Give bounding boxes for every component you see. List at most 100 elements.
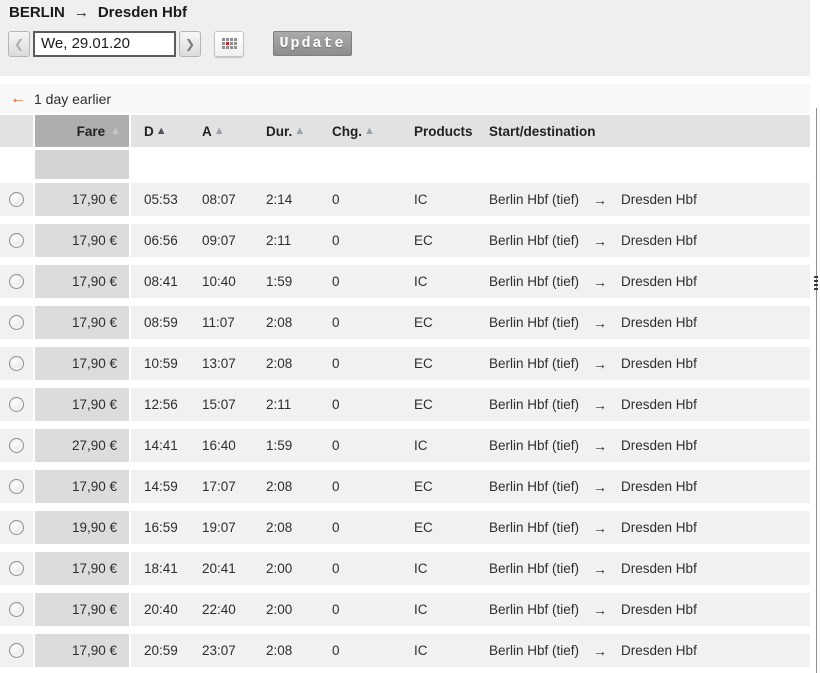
table-row[interactable]: 17,90 € 10:59 13:07 2:08 0 EC Berlin Hbf… [0,347,810,380]
route-cell: Berlin Hbf (tief) → Dresden Hbf [489,356,810,372]
update-button[interactable]: Update [273,31,352,56]
product-label: IC [414,561,428,576]
table-row[interactable]: 17,90 € 14:59 17:07 2:08 0 EC Berlin Hbf… [0,470,810,503]
journey-select-radio[interactable] [9,438,24,453]
journey-select-radio[interactable] [9,315,24,330]
journey-select-radio[interactable] [9,643,24,658]
frame-resize-handle[interactable] [814,276,818,290]
changes-count: 0 [332,479,340,494]
row-main-cells: 20:40 22:40 2:00 0 IC Berlin Hbf (tief) … [131,593,810,626]
journey-select-radio[interactable] [9,520,24,535]
journey-select-radio[interactable] [9,479,24,494]
changes-count: 0 [332,397,340,412]
duration-value: 2:08 [266,520,293,535]
sort-by-arrival-header[interactable]: A ▲ [202,124,266,139]
journey-select-radio[interactable] [9,561,24,576]
arrival-time: 22:40 [202,602,236,617]
journey-select-radio[interactable] [9,192,24,207]
destination-station: Dresden Hbf [621,479,697,494]
sort-asc-icon: ▲ [364,124,375,137]
destination-station: Dresden Hbf [621,397,697,412]
route-cell: Berlin Hbf (tief) → Dresden Hbf [489,397,810,413]
row-main-cells: 08:41 10:40 1:59 0 IC Berlin Hbf (tief) … [131,265,810,298]
journey-select-radio[interactable] [9,602,24,617]
duration-value: 1:59 [266,274,293,289]
start-station: Berlin Hbf (tief) [489,479,580,494]
row-select-cell [0,429,33,462]
row-main-cells: 06:56 09:07 2:11 0 EC Berlin Hbf (tief) … [131,224,810,257]
sort-by-fare-header[interactable]: Fare ▲ [35,115,129,147]
departure-header-label: D [144,123,154,139]
products-header: Products [414,124,489,139]
route-arrow-icon: → [593,642,608,659]
product-label: IC [414,602,428,617]
date-navigation: ❮ ❯ Update [8,30,352,57]
fare-value: 17,90 € [35,388,129,421]
route-cell: Berlin Hbf (tief) → Dresden Hbf [489,274,810,290]
departure-time: 05:53 [144,192,178,207]
arrival-time: 08:07 [202,192,236,207]
product-label: EC [414,315,433,330]
fare-value: 27,90 € [35,429,129,462]
previous-day-button[interactable]: ❮ [8,30,30,57]
table-rows: 17,90 € 05:53 08:07 2:14 0 IC Berlin Hbf… [0,183,810,667]
table-row[interactable]: 17,90 € 20:59 23:07 2:08 0 IC Berlin Hbf… [0,634,810,667]
row-select-cell [0,634,33,667]
table-row[interactable]: 27,90 € 14:41 16:40 1:59 0 IC Berlin Hbf… [0,429,810,462]
next-day-button[interactable]: ❯ [179,30,201,57]
table-row[interactable]: 17,90 € 20:40 22:40 2:00 0 IC Berlin Hbf… [0,593,810,626]
table-row[interactable]: 17,90 € 18:41 20:41 2:00 0 IC Berlin Hbf… [0,552,810,585]
arrival-time: 10:40 [202,274,236,289]
departure-time: 20:59 [144,643,178,658]
product-label: EC [414,479,433,494]
sort-by-duration-header[interactable]: Dur. ▲ [266,124,332,139]
route-cell: Berlin Hbf (tief) → Dresden Hbf [489,315,810,331]
departure-time: 14:41 [144,438,178,453]
table-row[interactable]: 17,90 € 08:59 11:07 2:08 0 EC Berlin Hbf… [0,306,810,339]
route-origin: BERLIN [9,3,65,21]
changes-count: 0 [332,520,340,535]
route-arrow-icon: → [593,437,608,454]
start-station: Berlin Hbf (tief) [489,192,580,207]
journey-select-radio[interactable] [9,356,24,371]
route-cell: Berlin Hbf (tief) → Dresden Hbf [489,479,810,495]
route-arrow-icon: → [593,273,608,290]
sort-by-changes-header[interactable]: Chg. ▲ [332,124,414,139]
table-row[interactable]: 17,90 € 08:41 10:40 1:59 0 IC Berlin Hbf… [0,265,810,298]
sort-by-departure-header[interactable]: D ▲ [144,124,202,139]
start-station: Berlin Hbf (tief) [489,643,580,658]
arrival-time: 09:07 [202,233,236,248]
table-row[interactable]: 17,90 € 06:56 09:07 2:11 0 EC Berlin Hbf… [0,224,810,257]
journey-select-radio[interactable] [9,397,24,412]
fare-value: 17,90 € [35,265,129,298]
header-select-spacer [0,115,33,147]
row-main-cells: 08:59 11:07 2:08 0 EC Berlin Hbf (tief) … [131,306,810,339]
product-label: IC [414,438,428,453]
one-day-earlier-link[interactable]: ← 1 day earlier [0,84,810,113]
journey-select-radio[interactable] [9,233,24,248]
table-spacer-row [0,150,810,179]
fare-value: 17,90 € [35,224,129,257]
product-label: IC [414,274,428,289]
departure-time: 20:40 [144,602,178,617]
products-header-label: Products [414,123,473,139]
calendar-picker-button[interactable] [214,30,244,57]
changes-count: 0 [332,643,340,658]
route-arrow-icon: → [593,355,608,372]
table-row[interactable]: 17,90 € 12:56 15:07 2:11 0 EC Berlin Hbf… [0,388,810,421]
date-input[interactable] [33,30,176,57]
product-label: EC [414,397,433,412]
changes-count: 0 [332,274,340,289]
duration-value: 2:11 [266,397,292,412]
product-label: IC [414,643,428,658]
route-arrow-icon: → [593,560,608,577]
departure-time: 12:56 [144,397,178,412]
start-station: Berlin Hbf (tief) [489,397,580,412]
fare-header-label: Fare [76,123,106,139]
departure-time: 06:56 [144,233,178,248]
route-cell: Berlin Hbf (tief) → Dresden Hbf [489,520,810,536]
departure-time: 18:41 [144,561,178,576]
table-row[interactable]: 19,90 € 16:59 19:07 2:08 0 EC Berlin Hbf… [0,511,810,544]
journey-select-radio[interactable] [9,274,24,289]
table-row[interactable]: 17,90 € 05:53 08:07 2:14 0 IC Berlin Hbf… [0,183,810,216]
